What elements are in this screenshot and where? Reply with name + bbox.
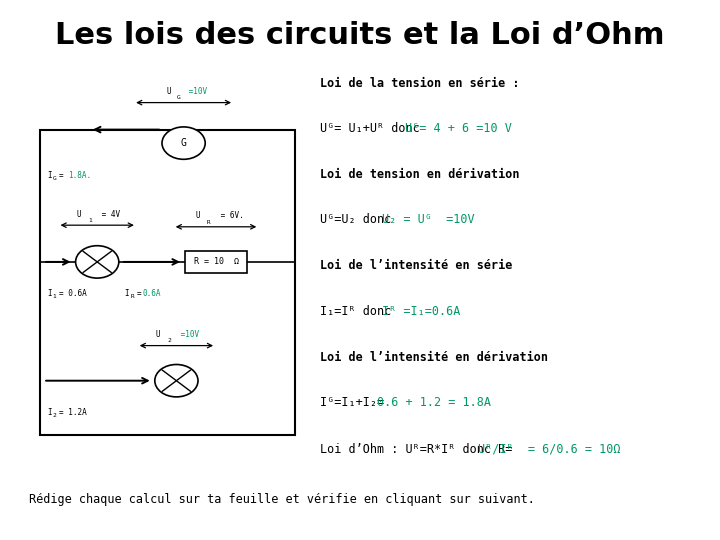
Text: 1: 1: [88, 218, 91, 223]
Circle shape: [76, 246, 119, 278]
Text: Loi d’Ohm : Uᴿ=R*Iᴿ donc R=: Loi d’Ohm : Uᴿ=R*Iᴿ donc R=: [320, 443, 520, 456]
Text: 0.6A: 0.6A: [143, 289, 161, 298]
Text: = 6V.: = 6V.: [216, 211, 244, 220]
Text: = 1.2A: = 1.2A: [59, 408, 87, 416]
Text: U: U: [77, 210, 81, 219]
Text: I: I: [47, 171, 51, 180]
Text: Loi de l’intensité en série: Loi de l’intensité en série: [320, 259, 513, 272]
Text: Loi de l’intensité en dérivation: Loi de l’intensité en dérivation: [320, 351, 549, 364]
Text: =: =: [137, 289, 141, 298]
Text: G: G: [176, 95, 180, 100]
Text: =10V: =10V: [184, 86, 207, 96]
Text: Uᴳ= U₁+Uᴿ donc: Uᴳ= U₁+Uᴿ donc: [320, 122, 427, 135]
Text: Uᴿ/Iᴿ  = 6/0.6 = 10Ω: Uᴿ/Iᴿ = 6/0.6 = 10Ω: [477, 443, 620, 456]
Text: I₁=Iᴿ donc: I₁=Iᴿ donc: [320, 305, 399, 318]
FancyBboxPatch shape: [186, 251, 246, 273]
Text: G: G: [53, 176, 56, 181]
Text: Loi de la tension en série :: Loi de la tension en série :: [320, 77, 520, 90]
Text: U: U: [166, 86, 171, 96]
Text: R: R: [131, 294, 135, 299]
Circle shape: [155, 364, 198, 397]
Text: 0.6 + 1.2 = 1.8A: 0.6 + 1.2 = 1.8A: [377, 396, 490, 409]
Text: R: R: [207, 220, 210, 225]
Text: I: I: [47, 289, 51, 298]
Text: 1: 1: [53, 294, 56, 299]
Text: G: G: [181, 138, 186, 148]
Text: Les lois des circuits et la Loi d’Ohm: Les lois des circuits et la Loi d’Ohm: [55, 21, 665, 50]
Text: Uᴳ=U₂ donc: Uᴳ=U₂ donc: [320, 213, 399, 226]
Text: I: I: [125, 289, 129, 298]
Text: U: U: [196, 211, 200, 220]
Text: U: U: [156, 330, 161, 339]
Text: = 0.6A: = 0.6A: [59, 289, 87, 298]
Text: Rédige chaque calcul sur ta feuille et vérifie en cliquant sur suivant.: Rédige chaque calcul sur ta feuille et v…: [29, 493, 535, 506]
Text: =10V: =10V: [176, 330, 199, 339]
Text: Iᴳ=I₁+I₂=: Iᴳ=I₁+I₂=: [320, 396, 392, 409]
Circle shape: [162, 127, 205, 159]
Text: =: =: [59, 171, 68, 180]
Text: 1.8A.: 1.8A.: [68, 171, 91, 180]
Bar: [40, 130, 295, 435]
Text: 2: 2: [167, 339, 171, 343]
Text: = 4V: = 4V: [97, 210, 120, 219]
Text: Iᴿ =I₁=0.6A: Iᴿ =I₁=0.6A: [382, 305, 461, 318]
Text: Loi de tension en dérivation: Loi de tension en dérivation: [320, 168, 520, 181]
Text: I: I: [47, 408, 51, 416]
Text: R = 10  Ω: R = 10 Ω: [194, 258, 238, 266]
Text: Uᴳ= 4 + 6 =10 V: Uᴳ= 4 + 6 =10 V: [405, 122, 511, 135]
Text: 2: 2: [53, 413, 56, 418]
Text: U₂ = Uᴳ  =10V: U₂ = Uᴳ =10V: [382, 213, 474, 226]
